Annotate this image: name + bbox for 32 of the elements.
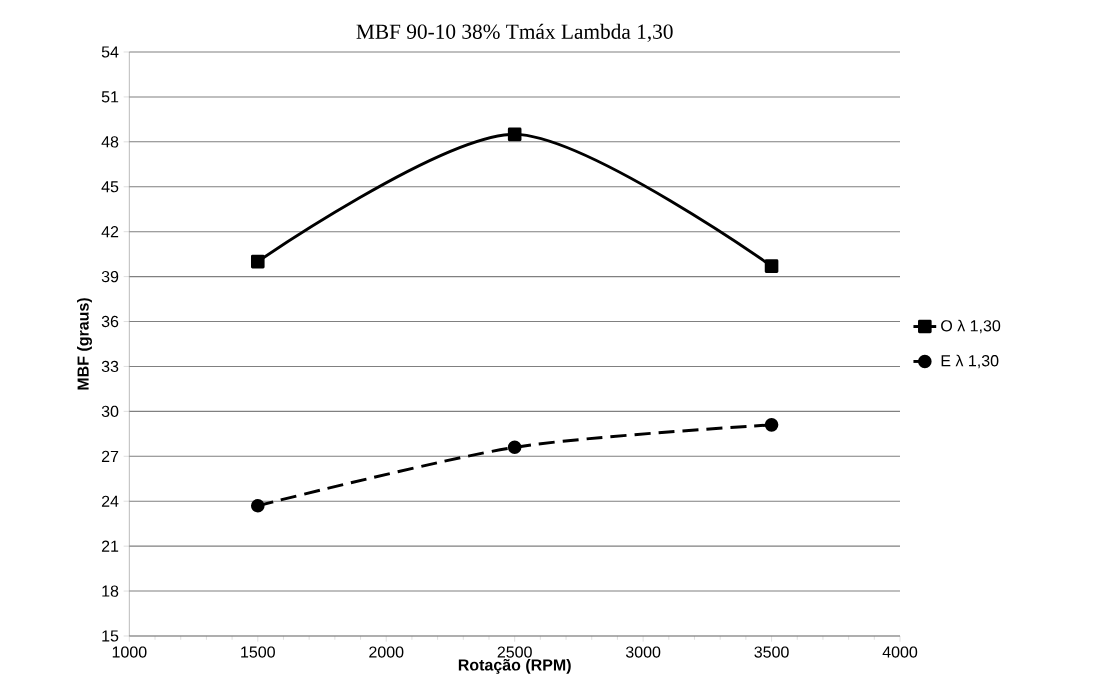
x-tick-label: 1500 <box>241 646 275 658</box>
y-axis-title: MBF (graus) <box>77 298 92 390</box>
x-tick-label: 2000 <box>369 646 404 658</box>
point <box>507 440 522 455</box>
point <box>250 254 265 269</box>
y-tick-label: 18 <box>102 585 119 597</box>
y-tick-label: 27 <box>101 450 119 462</box>
legend-label: O λ 1,30 <box>941 319 1001 334</box>
y-tick-label: 45 <box>101 181 119 193</box>
x-tick-label: 4000 <box>882 646 918 658</box>
y-tick-label: 51 <box>101 91 119 103</box>
legend-label: E λ 1,30 <box>941 354 999 369</box>
y-tick-label: 33 <box>101 360 119 373</box>
x-tick-label: 2500 <box>497 646 532 658</box>
chart-title: MBF 90-10 38% Tmáx Lambda 1,30 <box>356 23 673 42</box>
point <box>764 418 779 432</box>
y-tick-label: 48 <box>101 136 119 148</box>
point <box>250 498 265 513</box>
x-tick-label: 1000 <box>112 646 147 658</box>
y-tick-label: 36 <box>101 315 119 328</box>
y-tick-label: 54 <box>101 46 119 58</box>
y-tick-label: 39 <box>101 270 119 283</box>
y-tick-label: 42 <box>101 226 119 238</box>
point <box>764 259 779 273</box>
x-tick-label: 3500 <box>754 646 789 658</box>
y-tick-label: 30 <box>101 405 119 418</box>
y-tick-label: 24 <box>101 495 119 507</box>
y-tick-label: 15 <box>102 630 119 642</box>
x-axis-title: Rotação (RPM) <box>458 658 571 674</box>
y-tick-label: 21 <box>101 540 119 552</box>
x-tick-label: 3000 <box>625 646 661 658</box>
point <box>507 127 522 142</box>
